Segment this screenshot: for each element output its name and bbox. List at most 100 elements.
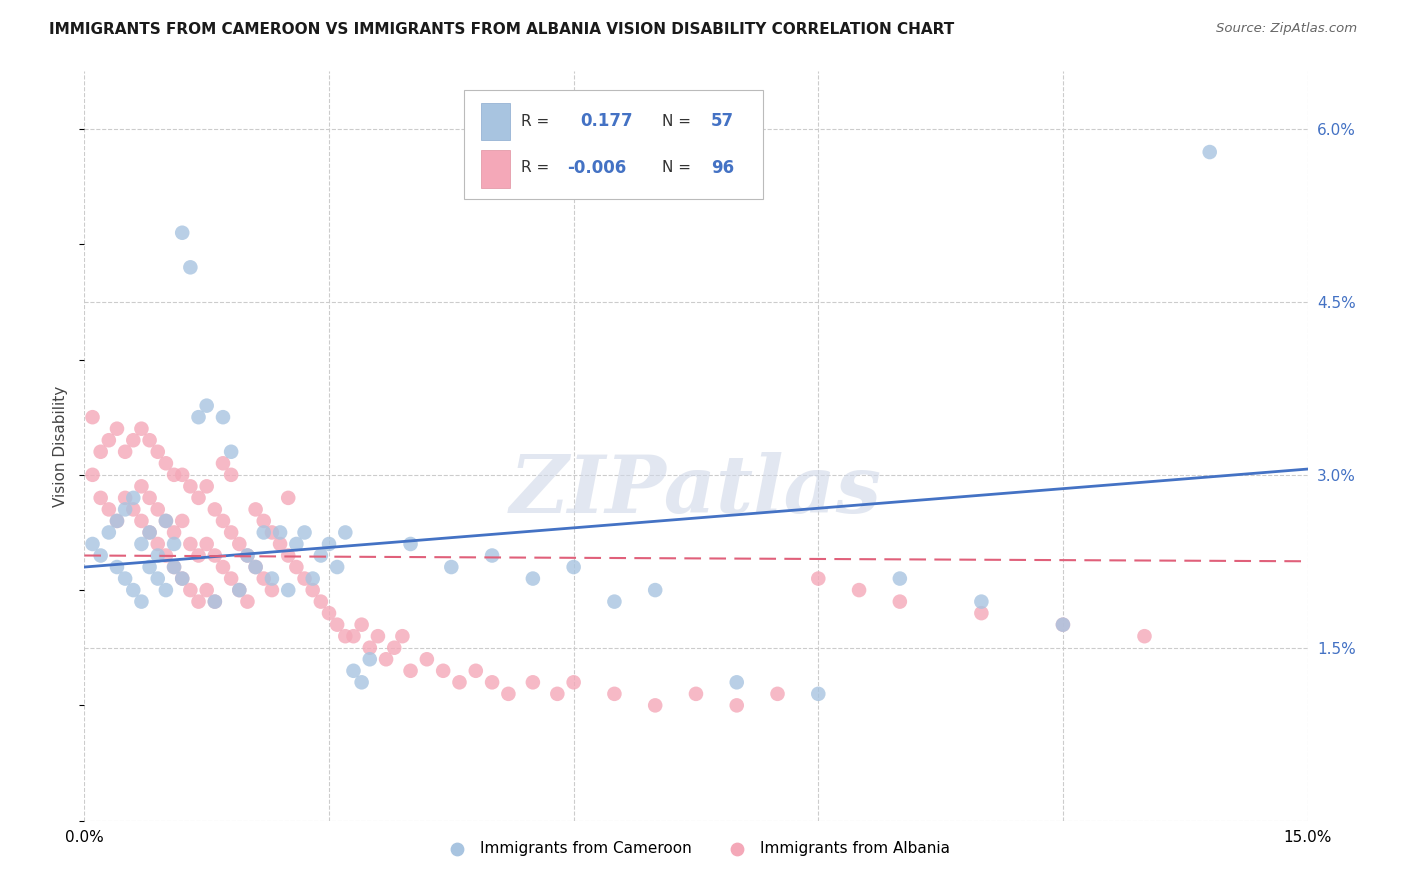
- Point: [187, 410, 209, 425]
- Point: [105, 560, 128, 574]
- Text: Source: ZipAtlas.com: Source: ZipAtlas.com: [1216, 22, 1357, 36]
- Point: [375, 652, 398, 666]
- Text: 96: 96: [710, 159, 734, 177]
- Point: [301, 572, 323, 586]
- Point: [848, 583, 870, 598]
- Point: [359, 640, 381, 655]
- Point: [172, 467, 194, 482]
- Point: [260, 525, 283, 540]
- Point: [236, 549, 259, 563]
- Legend: Immigrants from Cameroon, Immigrants from Albania: Immigrants from Cameroon, Immigrants fro…: [436, 835, 956, 862]
- Point: [970, 606, 993, 620]
- Point: [212, 456, 235, 470]
- Point: [131, 422, 153, 436]
- Point: [245, 502, 267, 516]
- Point: [326, 560, 349, 574]
- Point: [253, 525, 276, 540]
- Point: [399, 537, 422, 551]
- Point: [195, 399, 218, 413]
- Point: [285, 560, 308, 574]
- Point: [187, 491, 209, 505]
- Point: [195, 583, 218, 598]
- Point: [163, 467, 186, 482]
- Point: [326, 617, 349, 632]
- Point: [277, 549, 299, 563]
- Point: [335, 525, 357, 540]
- Point: [449, 675, 471, 690]
- FancyBboxPatch shape: [481, 150, 510, 187]
- Point: [172, 572, 194, 586]
- Point: [122, 434, 145, 448]
- Point: [204, 502, 226, 516]
- Point: [889, 594, 911, 608]
- Point: [97, 525, 120, 540]
- Point: [146, 537, 169, 551]
- Point: [269, 537, 291, 551]
- Point: [522, 675, 544, 690]
- Point: [179, 537, 201, 551]
- Point: [172, 226, 194, 240]
- Point: [236, 549, 259, 563]
- Point: [204, 594, 226, 608]
- Point: [138, 491, 160, 505]
- Point: [546, 687, 568, 701]
- Point: [219, 525, 242, 540]
- Point: [122, 583, 145, 598]
- Point: [725, 675, 748, 690]
- Point: [212, 410, 235, 425]
- Point: [432, 664, 454, 678]
- Point: [644, 698, 666, 713]
- Point: [807, 572, 830, 586]
- Point: [163, 537, 186, 551]
- Point: [219, 467, 242, 482]
- Point: [391, 629, 413, 643]
- Point: [228, 537, 250, 551]
- Point: [236, 594, 259, 608]
- Point: [187, 549, 209, 563]
- Point: [294, 572, 316, 586]
- Point: [187, 594, 209, 608]
- Point: [172, 514, 194, 528]
- Point: [350, 617, 373, 632]
- Point: [155, 456, 177, 470]
- Point: [464, 664, 486, 678]
- Point: [219, 444, 242, 458]
- Point: [1052, 617, 1074, 632]
- Point: [212, 560, 235, 574]
- Point: [644, 583, 666, 598]
- Point: [90, 444, 112, 458]
- Text: -0.006: -0.006: [568, 159, 627, 177]
- Point: [481, 675, 503, 690]
- Point: [131, 594, 153, 608]
- Point: [82, 467, 104, 482]
- Y-axis label: Vision Disability: Vision Disability: [53, 385, 69, 507]
- Point: [603, 687, 626, 701]
- Point: [603, 594, 626, 608]
- FancyBboxPatch shape: [464, 90, 763, 199]
- Point: [219, 572, 242, 586]
- Point: [562, 560, 585, 574]
- Point: [195, 479, 218, 493]
- Point: [766, 687, 789, 701]
- Point: [146, 549, 169, 563]
- Point: [277, 491, 299, 505]
- Point: [440, 560, 463, 574]
- Point: [245, 560, 267, 574]
- Point: [498, 687, 520, 701]
- Point: [301, 583, 323, 598]
- FancyBboxPatch shape: [481, 103, 510, 140]
- Point: [155, 514, 177, 528]
- Text: N =: N =: [662, 161, 690, 175]
- Point: [131, 479, 153, 493]
- Point: [970, 594, 993, 608]
- Point: [172, 572, 194, 586]
- Point: [114, 502, 136, 516]
- Point: [245, 560, 267, 574]
- Point: [114, 491, 136, 505]
- Point: [399, 664, 422, 678]
- Text: R =: R =: [522, 161, 550, 175]
- Point: [163, 560, 186, 574]
- Point: [163, 560, 186, 574]
- Point: [212, 514, 235, 528]
- Point: [228, 583, 250, 598]
